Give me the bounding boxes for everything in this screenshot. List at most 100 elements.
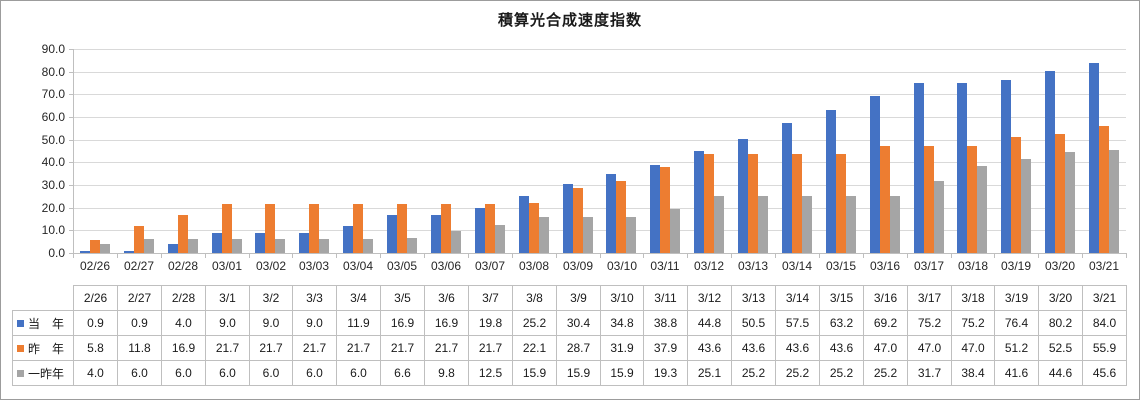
bar-当年-03/14[interactable] (782, 123, 792, 253)
bar-一昨年-03/20[interactable] (1065, 152, 1075, 253)
bar-昨年-03/15[interactable] (836, 154, 846, 253)
bar-当年-03/10[interactable] (606, 174, 616, 253)
table-value-cell: 9.0 (249, 310, 293, 336)
bar-昨年-03/07[interactable] (485, 204, 495, 253)
bar-一昨年-03/21[interactable] (1109, 150, 1119, 253)
bar-一昨年-02/28[interactable] (188, 239, 198, 253)
bar-当年-03/07[interactable] (475, 208, 485, 253)
bar-昨年-02/28[interactable] (178, 215, 188, 253)
bar-当年-03/08[interactable] (519, 196, 529, 253)
bar-昨年-03/20[interactable] (1055, 134, 1065, 253)
bar-一昨年-03/08[interactable] (539, 217, 549, 253)
bar-当年-03/05[interactable] (387, 215, 397, 253)
bar-昨年-03/17[interactable] (924, 146, 934, 253)
table-value-cell: 21.7 (468, 335, 513, 361)
series-name: 当 年 (28, 316, 65, 331)
bar-当年-03/13[interactable] (738, 139, 748, 253)
bar-昨年-03/11[interactable] (660, 167, 670, 253)
bar-一昨年-03/12[interactable] (714, 196, 724, 253)
table-header-cell: 3/6 (424, 285, 469, 311)
bar-昨年-03/05[interactable] (397, 204, 407, 253)
bar-一昨年-03/06[interactable] (451, 231, 461, 253)
bar-一昨年-03/17[interactable] (934, 181, 944, 253)
x-axis-tick (380, 253, 381, 258)
table-header-cell: 3/12 (687, 285, 732, 311)
x-axis-category-label: 02/27 (123, 259, 155, 273)
bar-一昨年-03/03[interactable] (319, 239, 329, 253)
bar-当年-03/03[interactable] (299, 233, 309, 253)
x-axis-category-label: 03/08 (518, 259, 550, 273)
bar-一昨年-03/01[interactable] (232, 239, 242, 253)
table-value-cell: 16.9 (161, 335, 206, 361)
bar-当年-03/01[interactable] (212, 233, 222, 253)
bar-一昨年-03/07[interactable] (495, 225, 505, 253)
bar-一昨年-03/15[interactable] (846, 196, 856, 253)
x-axis-category-label: 03/21 (1088, 259, 1120, 273)
bar-当年-03/16[interactable] (870, 96, 880, 253)
x-axis-category-label: 02/26 (79, 259, 111, 273)
bar-一昨年-03/05[interactable] (407, 238, 417, 253)
bar-昨年-03/13[interactable] (748, 154, 758, 253)
bar-当年-03/15[interactable] (826, 110, 836, 253)
bar-当年-03/21[interactable] (1089, 63, 1099, 253)
table-header-cell: 3/2 (249, 285, 293, 311)
gridline (73, 94, 1126, 95)
bar-昨年-02/27[interactable] (134, 226, 144, 253)
table-header-cell: 3/19 (994, 285, 1039, 311)
table-value-cell: 57.5 (775, 310, 820, 336)
bar-昨年-03/16[interactable] (880, 146, 890, 253)
bar-昨年-03/10[interactable] (616, 181, 626, 253)
table-header-cell: 3/14 (775, 285, 820, 311)
bar-一昨年-03/13[interactable] (758, 196, 768, 253)
bar-当年-03/17[interactable] (914, 83, 924, 253)
bar-一昨年-03/11[interactable] (670, 209, 680, 253)
x-axis-category-label: 03/01 (211, 259, 243, 273)
bar-一昨年-03/02[interactable] (275, 239, 285, 253)
bar-昨年-03/12[interactable] (704, 154, 714, 253)
bar-当年-03/09[interactable] (563, 184, 573, 253)
bar-一昨年-03/14[interactable] (802, 196, 812, 253)
bar-昨年-03/04[interactable] (353, 204, 363, 253)
bar-一昨年-03/19[interactable] (1021, 159, 1031, 253)
bar-昨年-03/21[interactable] (1099, 126, 1109, 253)
x-axis-tick (1126, 253, 1127, 258)
bar-一昨年-03/10[interactable] (626, 217, 636, 253)
legend-marker (17, 344, 24, 352)
bar-一昨年-02/26[interactable] (100, 244, 110, 253)
table-value-cell: 15.9 (556, 360, 601, 386)
bar-昨年-03/14[interactable] (792, 154, 802, 253)
bar-昨年-03/03[interactable] (309, 204, 319, 253)
bar-昨年-03/02[interactable] (265, 204, 275, 253)
bar-当年-03/02[interactable] (255, 233, 265, 253)
bar-一昨年-02/27[interactable] (144, 239, 154, 253)
bar-昨年-03/18[interactable] (967, 146, 977, 253)
chart-title[interactable]: 積算光合成速度指数 (497, 12, 642, 29)
bar-当年-02/26[interactable] (80, 251, 90, 253)
bar-当年-03/04[interactable] (343, 226, 353, 253)
table-header-cell: 2/28 (161, 285, 206, 311)
bar-一昨年-03/09[interactable] (583, 217, 593, 253)
bar-当年-03/20[interactable] (1045, 71, 1055, 253)
bar-昨年-03/06[interactable] (441, 204, 451, 253)
bar-当年-02/27[interactable] (124, 251, 134, 253)
bar-一昨年-03/18[interactable] (977, 166, 987, 253)
y-axis-tick (69, 162, 73, 163)
x-axis-tick (600, 253, 601, 258)
bar-一昨年-03/04[interactable] (363, 239, 373, 253)
bar-当年-02/28[interactable] (168, 244, 178, 253)
bar-一昨年-03/16[interactable] (890, 196, 900, 253)
bar-当年-03/19[interactable] (1001, 80, 1011, 253)
table-value-cell: 15.9 (512, 360, 557, 386)
bar-昨年-03/09[interactable] (573, 188, 583, 253)
gridline (73, 185, 1126, 186)
bar-当年-03/06[interactable] (431, 215, 441, 253)
bar-昨年-03/19[interactable] (1011, 137, 1021, 253)
bar-当年-03/12[interactable] (694, 151, 704, 253)
bar-当年-03/11[interactable] (650, 165, 660, 253)
bar-当年-03/18[interactable] (957, 83, 967, 253)
bar-昨年-02/26[interactable] (90, 240, 100, 253)
table-value-cell: 43.6 (687, 335, 732, 361)
bar-昨年-03/08[interactable] (529, 203, 539, 253)
bar-昨年-03/01[interactable] (222, 204, 232, 253)
